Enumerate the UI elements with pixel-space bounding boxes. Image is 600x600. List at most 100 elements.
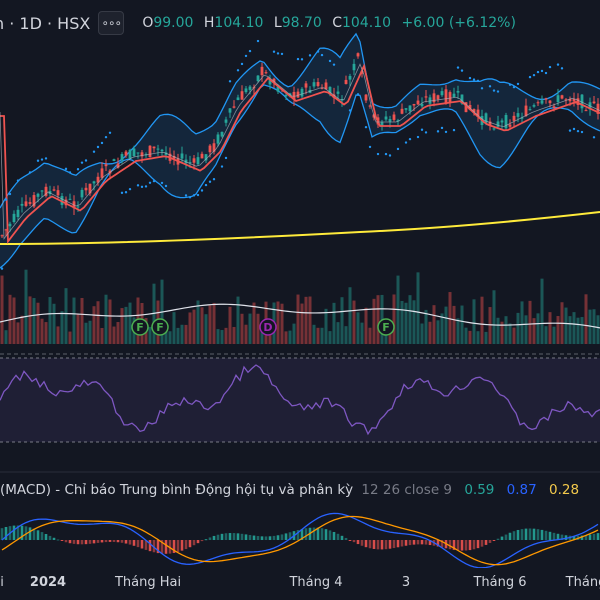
volume-bar [412, 300, 416, 344]
time-label: 3 [401, 575, 411, 590]
macd-histogram-bar [464, 540, 468, 551]
macd-histogram-bar [588, 534, 592, 540]
volume-bar [44, 322, 48, 344]
volume-bar [540, 278, 544, 344]
bollinger-upper [0, 32, 600, 209]
volume-bar [184, 324, 188, 344]
macd-histogram-bar [584, 535, 588, 540]
candle-body [540, 100, 544, 104]
event-marker-label: D [263, 321, 272, 334]
candle-body [12, 213, 16, 223]
candle-body [76, 206, 80, 208]
macd-histogram-bar [48, 535, 52, 540]
psar-dot [28, 171, 32, 174]
macd-histogram-bar [364, 540, 368, 548]
volume-bar [260, 331, 264, 344]
high-value: 104.10 [214, 15, 264, 31]
open-value: 99.00 [153, 15, 194, 31]
volume-bar [108, 299, 112, 344]
macd-histogram-bar [232, 533, 236, 540]
macd-histogram-bar [544, 530, 548, 540]
candle-body [120, 154, 124, 161]
event-marker [151, 318, 169, 336]
psar-dot [8, 192, 12, 196]
candle-body [16, 209, 20, 218]
close-label: C [332, 15, 343, 31]
candle-body [328, 86, 332, 95]
event-marker-label: F [382, 321, 390, 334]
volume-bar [472, 299, 476, 344]
psar-dot [416, 135, 420, 139]
psar-dot [40, 158, 44, 161]
macd-histogram-bar [184, 540, 188, 550]
macd-histogram-bar [412, 540, 416, 545]
candle-body [324, 82, 328, 90]
macd-histogram-bar [428, 540, 432, 546]
candle-body [436, 95, 440, 100]
volume-bar [568, 316, 572, 344]
macd-histogram-bar [504, 534, 508, 540]
psar-dot [152, 179, 156, 183]
volume-bar [408, 295, 412, 344]
macd-histogram-bar [472, 540, 476, 550]
volume-bar [492, 290, 496, 344]
macd-title[interactable]: (MACD) - Chỉ báo Trung bình Động hội tụ … [0, 482, 354, 498]
volume-bar [236, 296, 240, 344]
candle-body [268, 80, 272, 85]
candle-body [116, 163, 120, 168]
psar-dot [364, 125, 368, 129]
volume-bar [576, 317, 580, 344]
volume-bar [300, 303, 304, 344]
symbol-label[interactable]: n · 1D · HSX [0, 13, 91, 33]
more-options-button[interactable]: ∘∘∘ [98, 11, 125, 35]
candle-body [96, 176, 100, 183]
candle-body [240, 91, 244, 100]
volume-bar [100, 328, 104, 344]
macd-histogram-bar [60, 540, 64, 542]
volume-bar [0, 275, 4, 344]
candle-body [424, 96, 428, 98]
candle-body [48, 191, 52, 194]
psar-dot [476, 79, 480, 83]
macd-histogram-bar [140, 540, 144, 549]
volume-bar [180, 324, 184, 344]
candle-body [580, 94, 584, 109]
candle-body [128, 149, 132, 160]
volume-bar [84, 322, 88, 344]
candle-body [552, 106, 556, 108]
signal-value: 0.87 [506, 482, 537, 498]
psar-dot [508, 83, 512, 86]
macd-histogram-bar [20, 525, 24, 540]
candle-body [60, 196, 64, 205]
psar-dot [4, 198, 8, 201]
volume-bar [248, 313, 252, 344]
macd-histogram-bar [572, 535, 576, 540]
time-axis[interactable]: i 2024 Tháng Hai Tháng 4 3 Tháng 6 Tháng [0, 568, 600, 600]
candle-body [132, 148, 136, 157]
volume-bar [104, 294, 108, 344]
macd-histogram-bar [340, 535, 344, 540]
macd-histogram-bar [220, 533, 224, 540]
volume-bar [120, 308, 124, 344]
event-marker [377, 318, 395, 336]
volume-bar [48, 297, 52, 344]
psar-dot [196, 193, 200, 197]
volume-bar [40, 318, 44, 344]
macd-histogram-bar [396, 540, 400, 548]
macd-histogram-bar [252, 535, 256, 540]
volume-bar [316, 327, 320, 344]
candle-body [256, 75, 260, 82]
candle-body [248, 86, 252, 90]
volume-bar [200, 307, 204, 344]
volume-bar [304, 296, 308, 344]
symbol-legend: n · 1D · HSX ∘∘∘ O99.00 H104.10 L98.70 C… [0, 6, 522, 40]
volume-bar [96, 301, 100, 344]
candle-body [384, 116, 388, 120]
psar-dot [140, 185, 144, 189]
candle-body [32, 195, 36, 207]
candle-body [232, 106, 236, 108]
candle-body [592, 101, 596, 104]
macd-histogram-bar [208, 537, 212, 540]
candle-body [316, 82, 320, 86]
